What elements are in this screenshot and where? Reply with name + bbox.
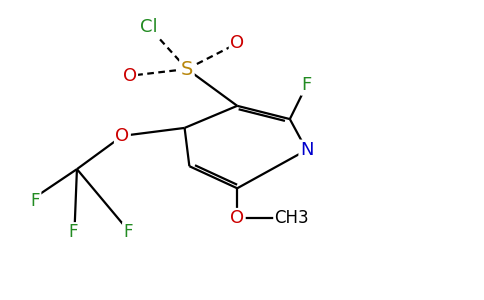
Text: O: O xyxy=(230,209,244,227)
Text: F: F xyxy=(302,76,312,94)
Text: F: F xyxy=(30,192,40,210)
Text: N: N xyxy=(300,141,313,159)
Text: Cl: Cl xyxy=(140,18,157,36)
Text: CH3: CH3 xyxy=(274,209,309,227)
Text: O: O xyxy=(115,127,129,145)
Text: O: O xyxy=(122,67,136,85)
Text: F: F xyxy=(123,223,133,241)
Text: O: O xyxy=(230,34,244,52)
Text: S: S xyxy=(181,59,193,79)
Text: F: F xyxy=(69,224,78,242)
